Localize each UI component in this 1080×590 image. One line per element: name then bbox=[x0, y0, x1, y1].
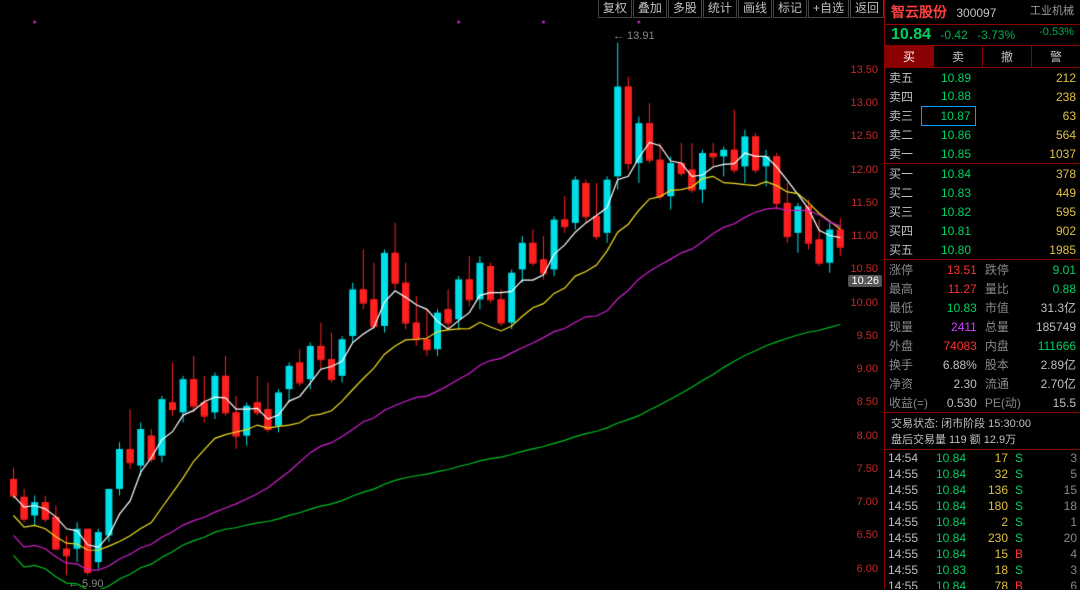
chart-pane[interactable]: 复权叠加多股统计画线标记+自选返回 13.5013.0012.5012.0011… bbox=[0, 0, 885, 589]
last-price: 10.84 bbox=[891, 26, 931, 43]
trade-status: 交易状态: 闭市阶段 15:30:00 盘后交易量 119 额 12.9万 bbox=[885, 413, 1080, 450]
toolbar-统计[interactable]: 统计 bbox=[703, 0, 737, 18]
stock-code: 300097 bbox=[956, 6, 996, 20]
toolbar-画线[interactable]: 画线 bbox=[738, 0, 772, 18]
chart-toolbar: 复权叠加多股统计画线标记+自选返回 bbox=[598, 0, 884, 18]
price-header: 10.84 -0.42 -3.73% -0.53% bbox=[885, 25, 1080, 46]
toolbar-标记[interactable]: 标记 bbox=[773, 0, 807, 18]
price-pct: -3.73% bbox=[977, 28, 1015, 42]
trade-btn-卖[interactable]: 卖 bbox=[934, 46, 983, 67]
market-state: 交易状态: 闭市阶段 15:30:00 bbox=[891, 415, 1074, 431]
price-change: -0.42 bbox=[940, 28, 967, 42]
industry-pct: -0.53% bbox=[1039, 26, 1074, 38]
order-book-asks[interactable]: 卖五10.89212卖四10.88238卖三10.8763卖二10.86564卖… bbox=[885, 68, 1080, 163]
stock-header: 智云股份 300097 工业机械 bbox=[885, 0, 1080, 25]
toolbar-+自选[interactable]: +自选 bbox=[808, 0, 849, 18]
stock-stats: 涨停13.51跌停9.01最高11.27量比0.88最低10.83市值31.3亿… bbox=[885, 260, 1080, 412]
industry-tag[interactable]: 工业机械 bbox=[1030, 2, 1074, 18]
toolbar-返回[interactable]: 返回 bbox=[850, 0, 884, 18]
price-axis: 13.5013.0012.5012.0011.5011.0010.5010.00… bbox=[842, 0, 882, 589]
low-label: ← 5.90 bbox=[68, 578, 103, 590]
toolbar-叠加[interactable]: 叠加 bbox=[633, 0, 667, 18]
trade-btn-买[interactable]: 买 bbox=[885, 46, 934, 67]
high-label: ← 13.91 bbox=[613, 30, 655, 42]
trade-button-row: 买卖撤警 bbox=[885, 46, 1080, 68]
last-price-badge: 10.26 bbox=[848, 275, 882, 287]
trade-btn-警[interactable]: 警 bbox=[1032, 46, 1080, 67]
after-hours-vol: 盘后交易量 119 额 12.9万 bbox=[891, 431, 1074, 447]
stock-name[interactable]: 智云股份 bbox=[891, 4, 947, 20]
kline-chart[interactable] bbox=[0, 0, 848, 589]
order-book-bids[interactable]: 买一10.84378买二10.83449买三10.82595买四10.81902… bbox=[885, 163, 1080, 259]
toolbar-复权[interactable]: 复权 bbox=[598, 0, 632, 18]
toolbar-多股[interactable]: 多股 bbox=[668, 0, 702, 18]
side-panel: 智云股份 300097 工业机械 10.84 -0.42 -3.73% -0.5… bbox=[885, 0, 1080, 589]
tick-list[interactable]: 14:5410.8417S314:5510.8432S514:5510.8413… bbox=[885, 450, 1080, 589]
trade-btn-撤[interactable]: 撤 bbox=[983, 46, 1032, 67]
